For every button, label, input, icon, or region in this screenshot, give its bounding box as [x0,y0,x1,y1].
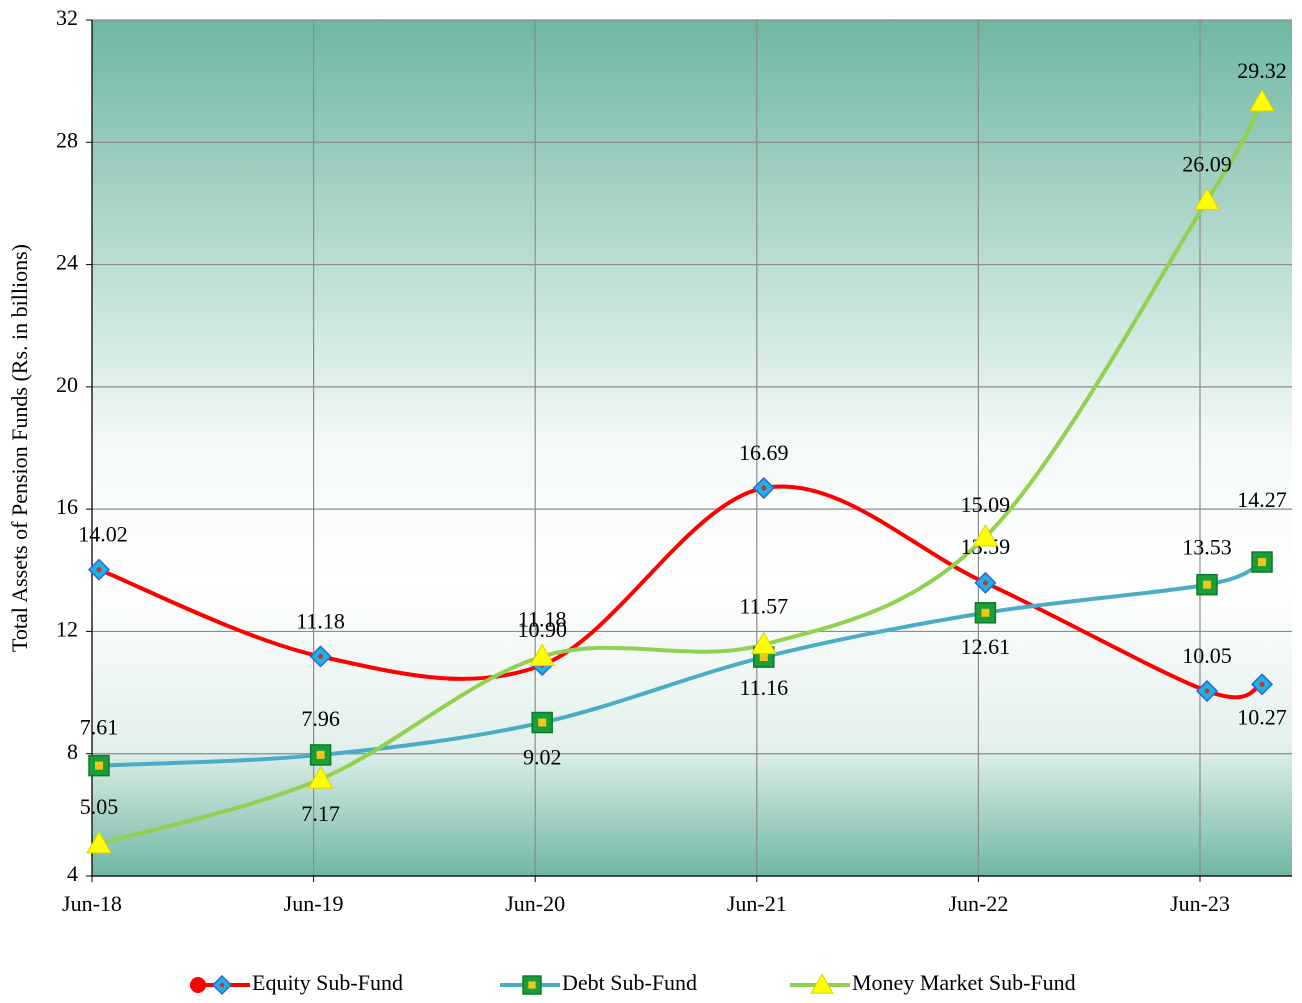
marker [972,523,999,547]
x-tick-label: Jun-18 [62,891,122,916]
legend-label: Debt Sub-Fund [562,970,697,995]
data-label: 11.18 [296,609,345,634]
marker [86,830,112,854]
data-label: 11.18 [518,607,567,632]
data-label: 7.61 [80,715,119,740]
data-label: 26.09 [1182,152,1232,177]
marker-dot [1204,688,1210,694]
data-label: 14.27 [1237,487,1287,512]
x-tick-label: Jun-21 [727,891,787,916]
y-tick-label: 16 [56,494,78,519]
x-tick-label: Jun-22 [948,891,1008,916]
marker-dot [538,718,547,727]
plot-area [92,20,1292,876]
legend-dot [190,977,206,993]
marker-dot [1258,558,1267,567]
data-label: 14.02 [78,522,128,547]
data-label: 29.32 [1237,58,1287,83]
marker-dot [96,567,102,573]
marker-dot [95,761,103,770]
data-label: 16.69 [739,440,789,465]
legend-label: Equity Sub-Fund [252,970,403,995]
data-label: 7.17 [301,801,340,826]
marker [1194,187,1220,211]
marker-dot [982,580,988,586]
marker-dot [981,608,990,617]
marker-dot [761,485,767,491]
marker-dot [759,653,768,662]
x-tick-label: Jun-23 [1170,891,1230,916]
y-tick-label: 28 [56,127,78,152]
data-label: 10.27 [1237,704,1287,729]
marker [1249,88,1275,112]
marker-dot [1259,681,1265,687]
y-tick-label: 24 [56,250,78,275]
y-axis-label: Total Assets of Pension Funds (Rs. in bi… [7,244,32,652]
y-tick-label: 32 [56,5,78,30]
data-label: 7.96 [301,706,340,731]
data-label: 10.05 [1182,643,1232,668]
marker [529,643,556,666]
data-label: 11.57 [739,594,788,619]
data-label: 9.02 [523,745,562,770]
marker [307,766,334,789]
y-tick-label: 4 [67,861,78,886]
y-tick-label: 12 [56,616,78,641]
x-tick-label: Jun-20 [505,891,565,916]
marker-dot [219,982,225,988]
marker-dot [316,750,325,759]
data-label: 15.09 [961,492,1011,517]
data-label: 12.61 [961,634,1011,659]
legend-label: Money Market Sub-Fund [852,970,1076,995]
y-tick-label: 20 [56,372,78,397]
marker [810,973,834,994]
y-tick-label: 8 [67,739,78,764]
marker-dot [318,653,324,659]
marker-dot [1203,580,1211,589]
data-label: 13.53 [1182,535,1232,560]
marker [750,631,777,655]
x-tick-label: Jun-19 [284,891,344,916]
marker-dot [528,981,536,989]
data-label: 5.05 [80,794,119,819]
data-label: 10.90 [517,617,567,642]
data-label: 11.16 [739,675,788,700]
